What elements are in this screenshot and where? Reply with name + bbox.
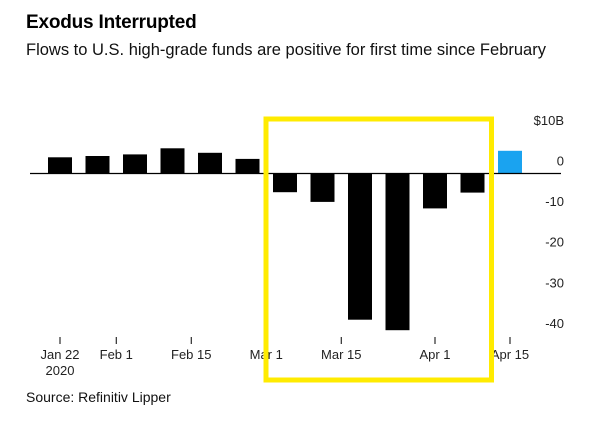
chart-subtitle: Flows to U.S. high-grade funds are posit…: [26, 41, 546, 59]
x-tick-label: Apr 15: [491, 347, 529, 362]
y-tick-label: -30: [545, 275, 564, 290]
chart-title: Exodus Interrupted: [26, 12, 197, 33]
x-tick-label-year: 2020: [46, 363, 75, 378]
y-tick-label: -20: [545, 235, 564, 250]
bar: [460, 173, 485, 193]
x-tick-label: Feb 1: [100, 347, 133, 362]
x-tick-label: Mar 15: [321, 347, 361, 362]
bar: [160, 148, 185, 174]
bar: [498, 150, 522, 174]
bar: [235, 158, 260, 174]
y-tick-label: -40: [545, 316, 564, 331]
x-tick-label: Jan 22: [40, 347, 79, 362]
bar: [85, 156, 110, 174]
source-note: Source: Refinitiv Lipper: [26, 389, 171, 405]
bar: [385, 173, 410, 331]
bar: [198, 152, 222, 174]
bar: [123, 154, 147, 174]
y-tick-label: $10B: [534, 113, 564, 128]
y-tick-label: 0: [557, 154, 564, 169]
bar: [273, 173, 297, 193]
highlight-box: [263, 116, 494, 383]
bar: [310, 173, 335, 202]
x-tick-label: Apr 1: [419, 347, 450, 362]
y-tick-label: -10: [545, 194, 564, 209]
bar: [348, 173, 372, 320]
bar: [423, 173, 447, 209]
bar: [48, 157, 72, 174]
x-tick-label: Feb 15: [171, 347, 211, 362]
